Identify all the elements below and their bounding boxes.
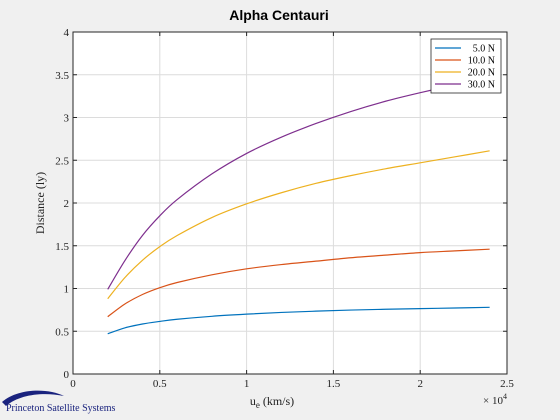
y-tick-label: 1 <box>64 284 70 296</box>
y-axis-label: Distance (ly) <box>33 172 47 234</box>
y-tick-label: 2 <box>64 198 70 210</box>
chart-title: Alpha Centauri <box>229 7 329 23</box>
x-axis-label: ue (km/s) <box>250 394 294 410</box>
logo-text: Princeton Satellite Systems <box>6 403 116 414</box>
x-tick-label: 2 <box>417 378 423 390</box>
y-tick-label: 4 <box>64 27 70 39</box>
company-logo: Princeton Satellite Systems <box>2 390 116 414</box>
y-tick-label: 0 <box>64 369 70 381</box>
y-tick-label: 2.5 <box>55 155 69 167</box>
x-tick-label: 2.5 <box>500 378 514 390</box>
y-tick-label: 1.5 <box>55 241 69 253</box>
x-tick-label: 1 <box>244 378 250 390</box>
series-line-1 <box>107 306 490 335</box>
y-tick-label: 3 <box>64 113 70 125</box>
legend-entry-3: 20.0 N <box>468 68 495 79</box>
series-line-3 <box>107 150 490 300</box>
y-tick-label: 0.5 <box>55 326 69 338</box>
x-tick-label: 0 <box>70 378 76 390</box>
x-axis-exponent: × 104 <box>483 392 507 407</box>
legend-entry-2: 10.0 N <box>468 56 495 67</box>
series-line-2 <box>107 248 490 318</box>
legend-entry-4: 30.0 N <box>468 80 495 91</box>
logo-swoosh-icon <box>2 390 64 406</box>
series-line-4 <box>107 77 490 290</box>
legend: 5.0 N10.0 N20.0 N30.0 N <box>430 38 502 94</box>
x-tick-label: 1.5 <box>327 378 341 390</box>
y-tick-label: 3.5 <box>55 70 69 82</box>
legend-entry-1: 5.0 N <box>473 44 495 55</box>
x-tick-label: 0.5 <box>153 378 167 390</box>
